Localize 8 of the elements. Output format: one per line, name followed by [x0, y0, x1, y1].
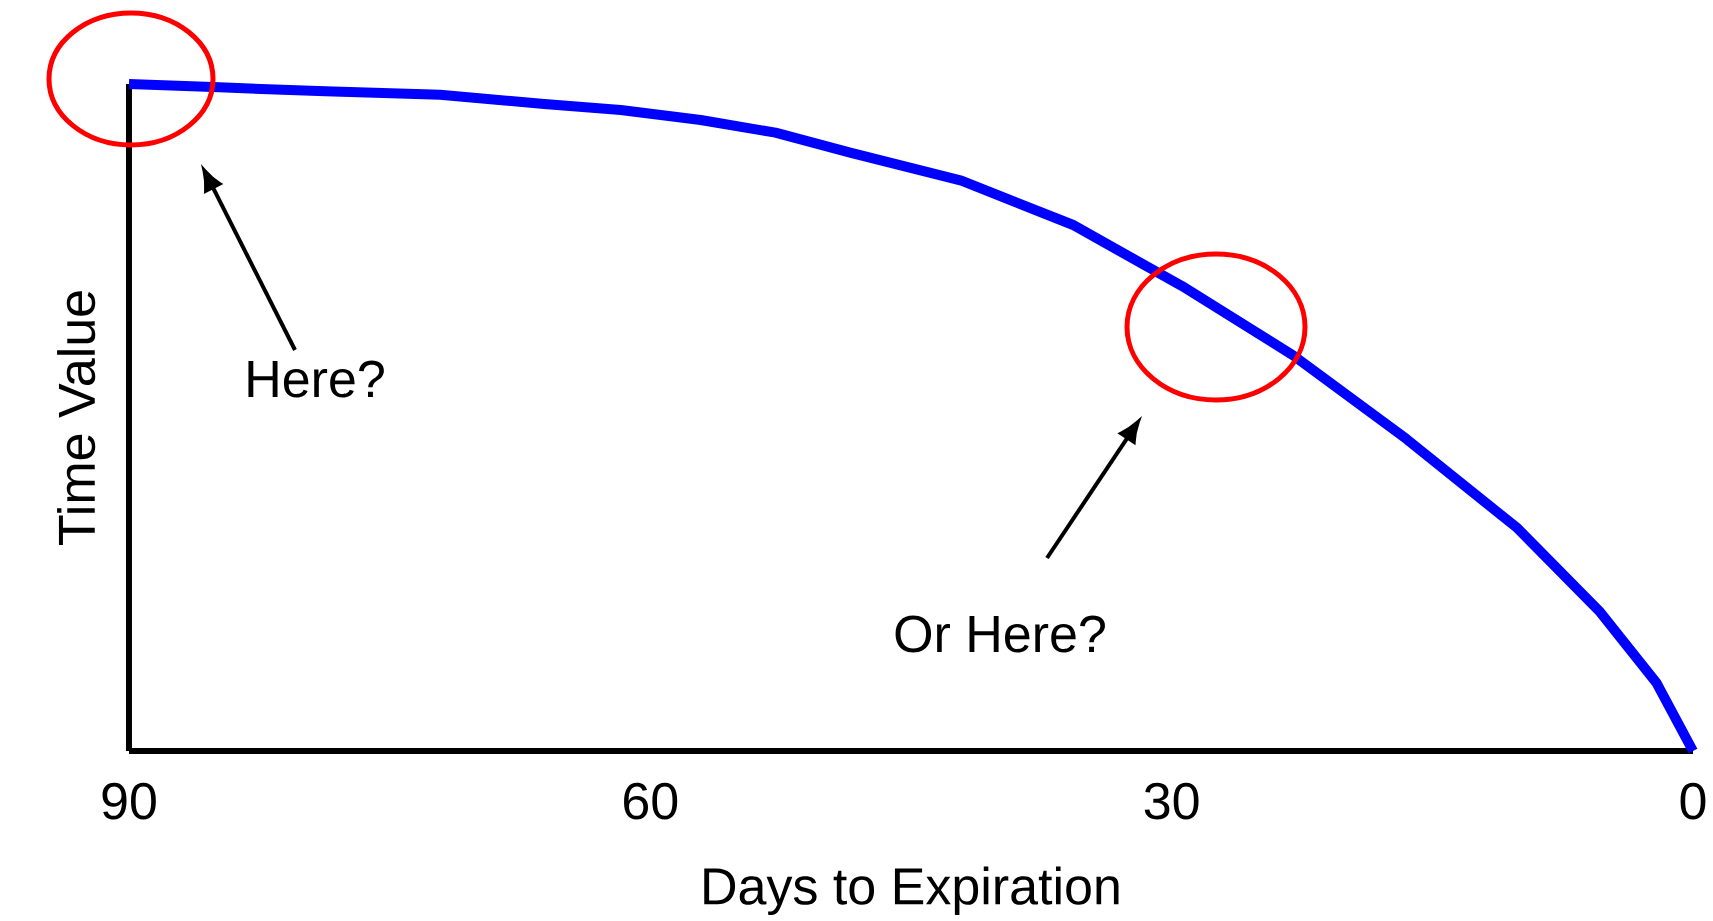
- x-tick-label: 60: [624, 782, 678, 820]
- annotation: Or Here?: [895, 615, 1105, 653]
- y-axis-title: Time Value: [57, 291, 96, 545]
- x-tick-label: 0: [1680, 782, 1706, 820]
- x-tick-label: 30: [1144, 782, 1199, 820]
- annotation: Here?: [248, 360, 384, 398]
- x-axis-title: Days to Expiration: [704, 866, 1119, 916]
- x-tick-label: 90: [102, 782, 156, 820]
